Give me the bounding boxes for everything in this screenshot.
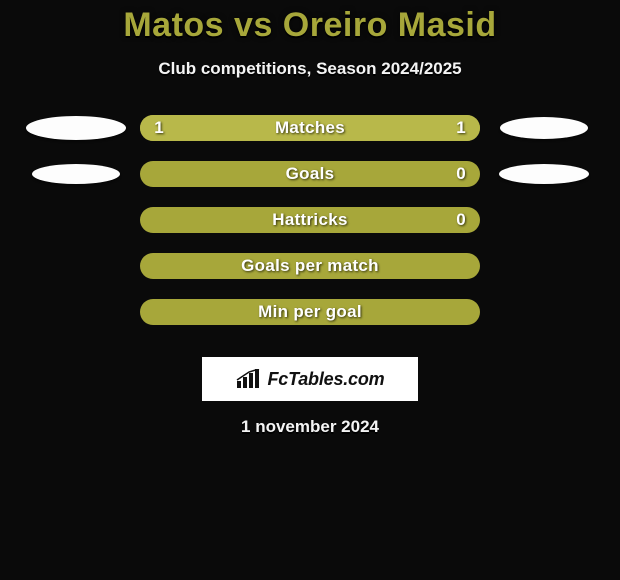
- stat-label: Hattricks: [272, 210, 347, 230]
- brand-chart-icon: [236, 369, 262, 389]
- stat-label: Matches: [275, 118, 345, 138]
- page-subtitle: Club competitions, Season 2024/2025: [0, 59, 620, 79]
- right-value: 0: [456, 164, 466, 184]
- left-team-marker: [26, 116, 126, 140]
- left-value: 1: [154, 118, 164, 138]
- bar-content: Goals per match: [140, 253, 480, 279]
- comparison-widget: Matos vs Oreiro Masid Club competitions,…: [0, 0, 620, 580]
- stat-bar: 1 Matches 1: [140, 115, 480, 141]
- stat-row: Min per goal: [0, 289, 620, 335]
- stat-row: Hattricks 0: [0, 197, 620, 243]
- stat-label: Min per goal: [258, 302, 362, 322]
- right-team-marker: [494, 116, 594, 140]
- right-team-marker: [494, 162, 594, 186]
- stat-label: Goals per match: [241, 256, 379, 276]
- left-team-marker: [26, 162, 126, 186]
- right-team-marker: [494, 208, 594, 232]
- ellipse-icon: [32, 164, 120, 184]
- stat-bar: Hattricks 0: [140, 207, 480, 233]
- bar-content: 1 Matches 1: [140, 115, 480, 141]
- page-title: Matos vs Oreiro Masid: [0, 6, 620, 45]
- stat-label: Goals: [286, 164, 335, 184]
- stat-rows: 1 Matches 1 Goals 0 Hattricks 0 Goals per match…: [0, 105, 620, 335]
- right-team-marker: [494, 300, 594, 324]
- left-team-marker: [26, 254, 126, 278]
- stat-bar: Goals per match: [140, 253, 480, 279]
- ellipse-icon: [499, 164, 589, 184]
- stat-row: Goals per match: [0, 243, 620, 289]
- ellipse-icon: [500, 117, 588, 139]
- bar-content: Goals 0: [140, 161, 480, 187]
- right-value: 0: [456, 210, 466, 230]
- bar-content: Min per goal: [140, 299, 480, 325]
- left-team-marker: [26, 208, 126, 232]
- brand-label: FcTables.com: [268, 369, 385, 390]
- footer-date: 1 november 2024: [0, 417, 620, 437]
- stat-bar: Min per goal: [140, 299, 480, 325]
- stat-row: 1 Matches 1: [0, 105, 620, 151]
- left-team-marker: [26, 300, 126, 324]
- right-value: 1: [456, 118, 466, 138]
- ellipse-icon: [26, 116, 126, 140]
- right-team-marker: [494, 254, 594, 278]
- bar-content: Hattricks 0: [140, 207, 480, 233]
- stat-bar: Goals 0: [140, 161, 480, 187]
- stat-row: Goals 0: [0, 151, 620, 197]
- brand-badge[interactable]: FcTables.com: [202, 357, 418, 401]
